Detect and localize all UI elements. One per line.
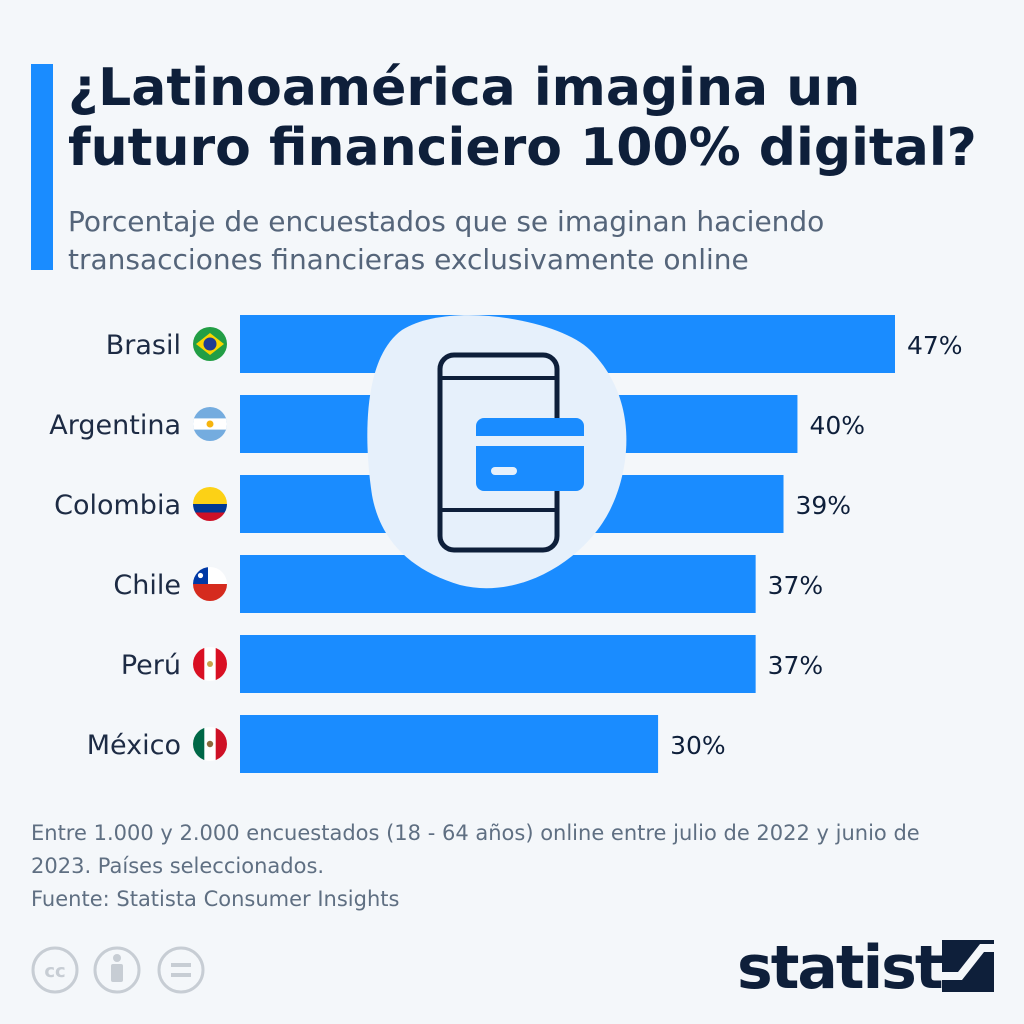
value-label-chile: 37% [768,571,824,600]
category-label-colombia: Colombia [54,490,181,521]
brazil-flag-icon [193,327,227,361]
source-note: Fuente: Statista Consumer Insights [31,887,400,911]
mexico-flag-icon [193,727,227,761]
category-label-peru: Perú [121,650,181,681]
value-label-peru: 37% [768,651,824,680]
title-accent-bar [31,64,53,270]
bar-mexico [240,715,659,773]
by-icon [93,946,141,994]
category-label-chile: Chile [113,570,181,601]
colombia-flag-icon [193,487,227,521]
value-label-colombia: 39% [796,491,852,520]
statista-mark-icon [942,940,994,992]
category-label-argentina: Argentina [49,410,181,441]
value-label-mexico: 30% [670,731,726,760]
peru-flag-icon [193,647,227,681]
nd-icon [157,946,205,994]
survey-note: Entre 1.000 y 2.000 encuestados (18 - 64… [31,821,920,878]
statista-wordmark: statista [737,933,982,1003]
cc-icon: cc [31,946,79,994]
phone-card-illustration-icon [367,315,627,589]
value-label-brasil: 47% [907,331,963,360]
labels-layer: Brasil 47% Argentina 40% Colombia 39% Chile 37%… [49,327,963,761]
bar-peru [240,635,756,693]
category-label-mexico: México [87,730,181,761]
page-subtitle: Porcentaje de encuestados que se imagina… [68,205,825,276]
license-icons: cc [31,946,205,994]
argentina-flag-icon [193,407,227,441]
chile-flag-icon [193,567,227,601]
bar-chart: Brasil 47% Argentina 40% Colombia 39% Chile 37%… [49,315,963,773]
category-label-brasil: Brasil [106,330,181,361]
svg-text:cc: cc [44,961,65,982]
chart-footnote: Entre 1.000 y 2.000 encuestados (18 - 64… [31,817,931,916]
value-label-argentina: 40% [809,411,865,440]
page-title: ¿Latinoamérica imagina un futuro financi… [68,58,977,178]
